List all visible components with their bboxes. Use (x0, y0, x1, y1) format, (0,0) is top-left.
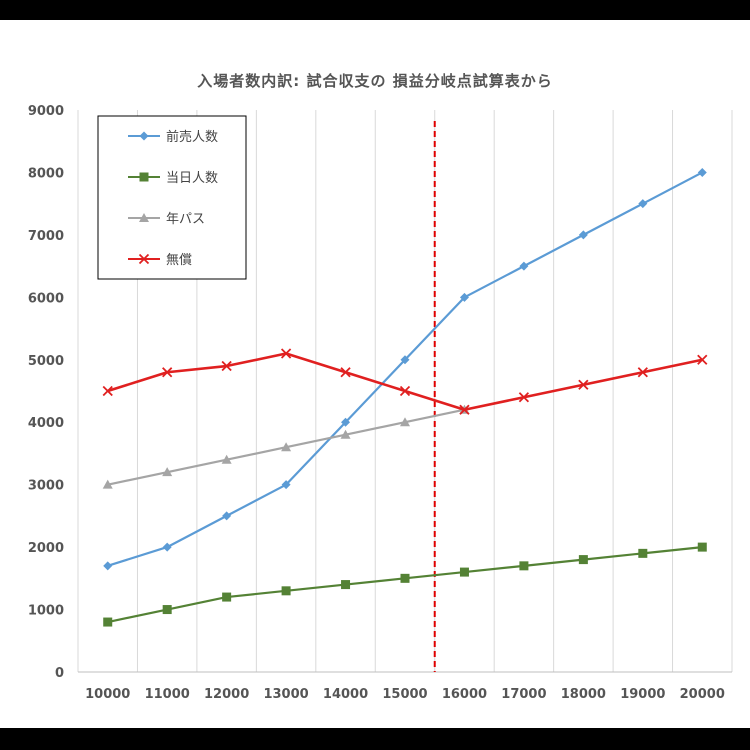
series-1-point (162, 542, 172, 552)
x-tick-label: 11000 (145, 687, 190, 702)
legend-swatch-marker (139, 131, 149, 141)
series-2-point (400, 573, 410, 583)
legend-label: 年パス (166, 212, 205, 227)
y-tick-label: 8000 (28, 166, 64, 181)
series-4-point (162, 367, 173, 378)
series-4-point-stroke (102, 385, 113, 397)
series-1-point (459, 292, 469, 302)
y-tick-label: 9000 (28, 104, 64, 119)
series-1-point (638, 199, 648, 209)
series-4-point-stroke (518, 392, 530, 403)
series-4-point-stroke (578, 379, 589, 390)
x-tick-label: 13000 (263, 687, 308, 702)
series-4-point (637, 367, 648, 378)
series-4-point (578, 379, 589, 390)
y-tick-label: 1000 (28, 604, 64, 619)
series-4-point-stroke (280, 348, 292, 359)
series-2-point (103, 617, 113, 627)
legend-label: 前売人数 (166, 129, 218, 145)
series-1-point (697, 167, 707, 177)
series-4-point-stroke (459, 404, 470, 415)
series-4-point (280, 348, 292, 359)
series-1-point (519, 261, 529, 271)
series-3-point (162, 467, 173, 477)
series-1-point (281, 480, 291, 490)
series-4-point (399, 385, 411, 397)
series-1-point (578, 230, 588, 240)
legend-swatch-marker-stroke (138, 253, 150, 265)
series-4-point-stroke (697, 354, 708, 365)
series-4-point-stroke (162, 367, 173, 378)
series-4-point-stroke (399, 385, 411, 397)
y-tick-label: 7000 (28, 229, 64, 244)
series-2-point (222, 592, 232, 602)
series-2-point (341, 580, 351, 590)
y-tick-label: 5000 (28, 354, 64, 369)
series-2-point (578, 555, 588, 565)
bottom-frame-bar (0, 728, 750, 750)
legend-box (97, 115, 247, 280)
legend-swatch-marker (138, 253, 150, 265)
series-2-point (162, 605, 172, 615)
series-1-point (341, 417, 351, 427)
series-4-point-stroke (340, 367, 351, 378)
legend-label: 無償 (166, 253, 192, 268)
series-2-point (281, 586, 291, 596)
x-tick-label: 17000 (501, 687, 546, 702)
y-tick-label: 4000 (28, 416, 64, 431)
legend-swatch-marker (139, 172, 149, 182)
legend-swatch-marker (139, 213, 149, 222)
series-3-point (340, 429, 351, 439)
x-tick-label: 14000 (323, 687, 368, 702)
y-tick-label: 0 (55, 666, 64, 681)
y-tick-label: 3000 (28, 479, 64, 494)
x-tick-label: 20000 (680, 687, 725, 702)
series-1-point (400, 355, 410, 365)
series-4-point (518, 392, 530, 403)
series-1-point (103, 561, 113, 571)
x-tick-label: 15000 (382, 687, 427, 702)
series-2-point (638, 548, 648, 558)
x-tick-label: 12000 (204, 687, 249, 702)
x-tick-label: 10000 (85, 687, 130, 702)
series-4-point (697, 354, 708, 365)
x-tick-label: 18000 (561, 687, 606, 702)
series-4-point (102, 385, 113, 397)
series-2-point (519, 561, 529, 571)
series-2-point (459, 567, 469, 577)
series-4-point (459, 404, 470, 415)
chart-title: 入場者数内訳: 試合収支の 損益分岐点試算表から (197, 72, 553, 90)
series-2-point (697, 542, 707, 552)
series-4-point (221, 360, 232, 372)
legend-label: 当日人数 (166, 171, 218, 186)
series-3-point (221, 454, 232, 464)
series-4-point-stroke (221, 360, 232, 372)
y-tick-label: 2000 (28, 541, 64, 556)
y-tick-label: 6000 (28, 291, 64, 306)
series-4-point-stroke (637, 367, 648, 378)
x-tick-label: 19000 (620, 687, 665, 702)
series-3-point (281, 442, 292, 452)
top-frame-bar (0, 0, 750, 20)
x-tick-label: 16000 (442, 687, 487, 702)
series-3-point (400, 417, 410, 427)
series-4-point (340, 367, 351, 378)
series-3-point (102, 479, 113, 489)
series-1-point (222, 511, 232, 521)
